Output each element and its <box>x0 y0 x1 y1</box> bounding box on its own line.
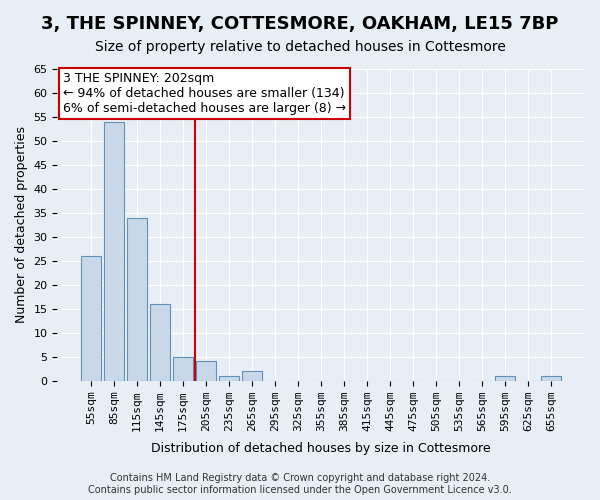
Bar <box>82 256 101 380</box>
Y-axis label: Number of detached properties: Number of detached properties <box>15 126 28 324</box>
Bar <box>496 376 515 380</box>
Bar <box>104 122 124 380</box>
Text: Size of property relative to detached houses in Cottesmore: Size of property relative to detached ho… <box>95 40 505 54</box>
Text: 3 THE SPINNEY: 202sqm
← 94% of detached houses are smaller (134)
6% of semi-deta: 3 THE SPINNEY: 202sqm ← 94% of detached … <box>62 72 346 115</box>
Text: Contains HM Land Registry data © Crown copyright and database right 2024.
Contai: Contains HM Land Registry data © Crown c… <box>88 474 512 495</box>
Text: 3, THE SPINNEY, COTTESMORE, OAKHAM, LE15 7BP: 3, THE SPINNEY, COTTESMORE, OAKHAM, LE15… <box>41 15 559 33</box>
Bar <box>127 218 147 380</box>
Bar <box>196 362 216 380</box>
Bar <box>220 376 239 380</box>
Bar <box>151 304 170 380</box>
Bar <box>173 356 193 380</box>
X-axis label: Distribution of detached houses by size in Cottesmore: Distribution of detached houses by size … <box>151 442 491 455</box>
Bar <box>242 371 262 380</box>
Bar <box>541 376 561 380</box>
